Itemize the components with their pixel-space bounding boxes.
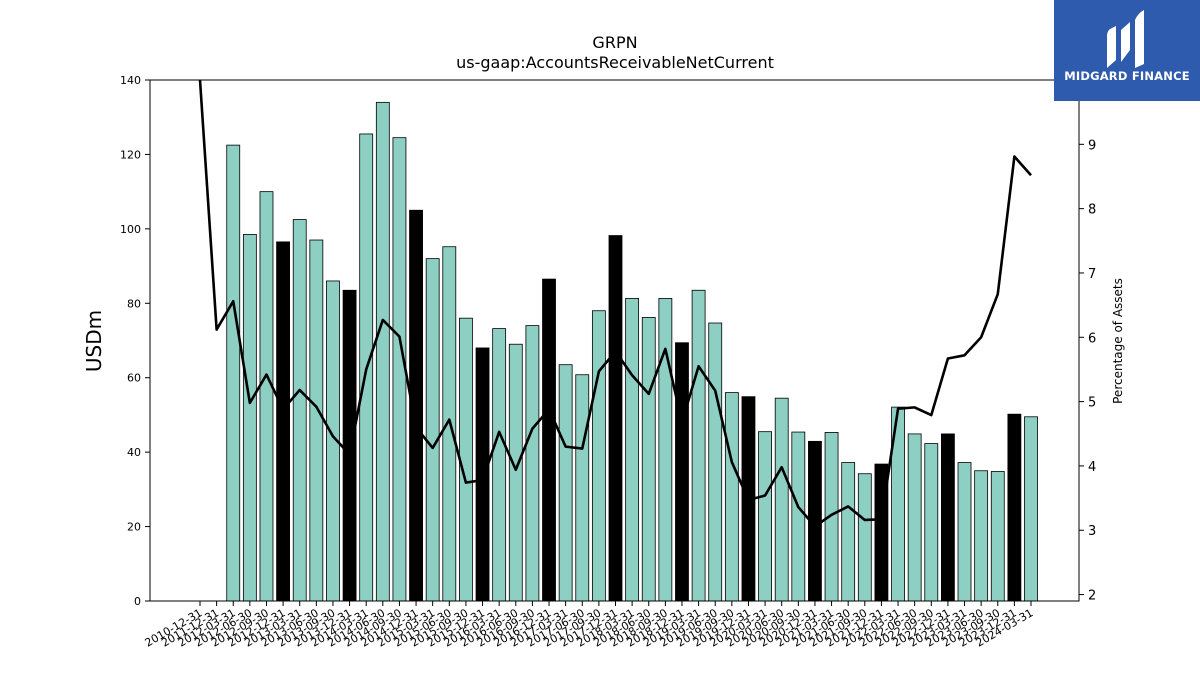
bar-2021-06-30 <box>841 462 856 602</box>
y2-axis-label: Percentage of Assets <box>1111 278 1125 404</box>
x-axis: 2010-12-312011-12-312012-03-312012-06-30… <box>143 601 1036 650</box>
midgard-finance-logo: MIDGARD FINANCE <box>1054 0 1200 101</box>
bar-2016-12-31 <box>542 278 556 602</box>
bar-2023-12-31 <box>1007 413 1022 602</box>
bar-2021-09-30 <box>857 473 872 602</box>
y2-tick-label: 7 <box>1088 267 1096 282</box>
bar-2012-06-30 <box>242 234 257 602</box>
bar-2019-06-30 <box>708 322 723 602</box>
bar-2013-03-31 <box>292 219 307 602</box>
bar-2022-06-30 <box>907 433 922 602</box>
y2-tick-label: 4 <box>1088 460 1096 475</box>
y-tick-label: 120 <box>120 148 141 161</box>
bar-2024-03-31 <box>1024 416 1038 602</box>
percentage-of-assets-line <box>198 80 1032 528</box>
bar-2013-12-31 <box>342 289 357 602</box>
bar-series <box>226 101 1038 602</box>
y2-tick-label: 2 <box>1088 589 1096 604</box>
y2-tick-label: 8 <box>1088 203 1096 218</box>
bar-2019-03-31 <box>691 289 706 602</box>
bar-2014-06-30 <box>375 101 390 602</box>
bar-2016-06-30 <box>508 343 523 602</box>
bar-2015-12-31 <box>475 347 490 602</box>
bar-2015-09-30 <box>459 317 473 602</box>
bar-2023-03-31 <box>957 462 972 602</box>
chart-title: GRPN <box>592 33 637 52</box>
bar-2020-06-30 <box>774 397 789 602</box>
y-tick-label: 0 <box>134 595 141 608</box>
bar-2016-09-30 <box>525 325 540 602</box>
logo-text: MIDGARD FINANCE <box>1064 69 1190 83</box>
bar-2017-06-30 <box>575 374 590 602</box>
y-axis-left: 0 20 40 60 80 100 120 140 <box>120 74 150 608</box>
y2-tick-label: 6 <box>1088 331 1096 346</box>
y-tick-label: 100 <box>120 223 141 236</box>
y-tick-label: 20 <box>127 521 141 534</box>
bar-2017-12-31 <box>608 235 623 602</box>
y2-tick-label: 3 <box>1088 524 1096 539</box>
y-axis-label: USDm <box>82 310 106 372</box>
y-tick-label: 60 <box>127 372 141 385</box>
bar-2012-09-30 <box>259 191 274 602</box>
bar-2018-12-31 <box>675 342 689 602</box>
y-tick-label: 40 <box>127 446 141 459</box>
y-tick-label: 80 <box>127 297 141 310</box>
chart-subtitle: us-gaap:AccountsReceivableNetCurrent <box>456 53 774 72</box>
bar-2023-06-30 <box>974 470 989 602</box>
bar-2016-03-31 <box>492 328 507 602</box>
bar-2017-09-30 <box>591 310 606 602</box>
plot-frame <box>149 79 1080 602</box>
bar-2023-09-30 <box>990 471 1005 602</box>
bar-2020-09-30 <box>791 431 806 602</box>
y-tick-label: 140 <box>120 74 141 87</box>
bar-2022-12-31 <box>941 433 955 602</box>
bar-2019-09-30 <box>724 392 739 602</box>
bar-2013-06-30 <box>309 239 324 602</box>
bar-2017-03-31 <box>558 364 573 602</box>
bar-2018-09-30 <box>658 298 673 602</box>
bar-2022-09-30 <box>924 443 939 602</box>
midgard-m-icon <box>1107 10 1144 68</box>
bar-2012-12-31 <box>276 241 291 602</box>
bar-2018-06-30 <box>641 317 656 602</box>
line-series <box>198 80 1032 528</box>
bar-2014-09-30 <box>392 137 407 602</box>
bar-2020-03-31 <box>758 431 772 602</box>
bar-2015-03-31 <box>425 258 440 602</box>
bar-2012-03-31 <box>226 144 241 602</box>
y2-tick-label: 5 <box>1088 396 1096 411</box>
y-axis-right: 2 3 4 5 6 7 8 9 <box>1079 138 1096 604</box>
y2-tick-label: 9 <box>1088 138 1096 153</box>
bar-2018-03-31 <box>625 298 640 602</box>
